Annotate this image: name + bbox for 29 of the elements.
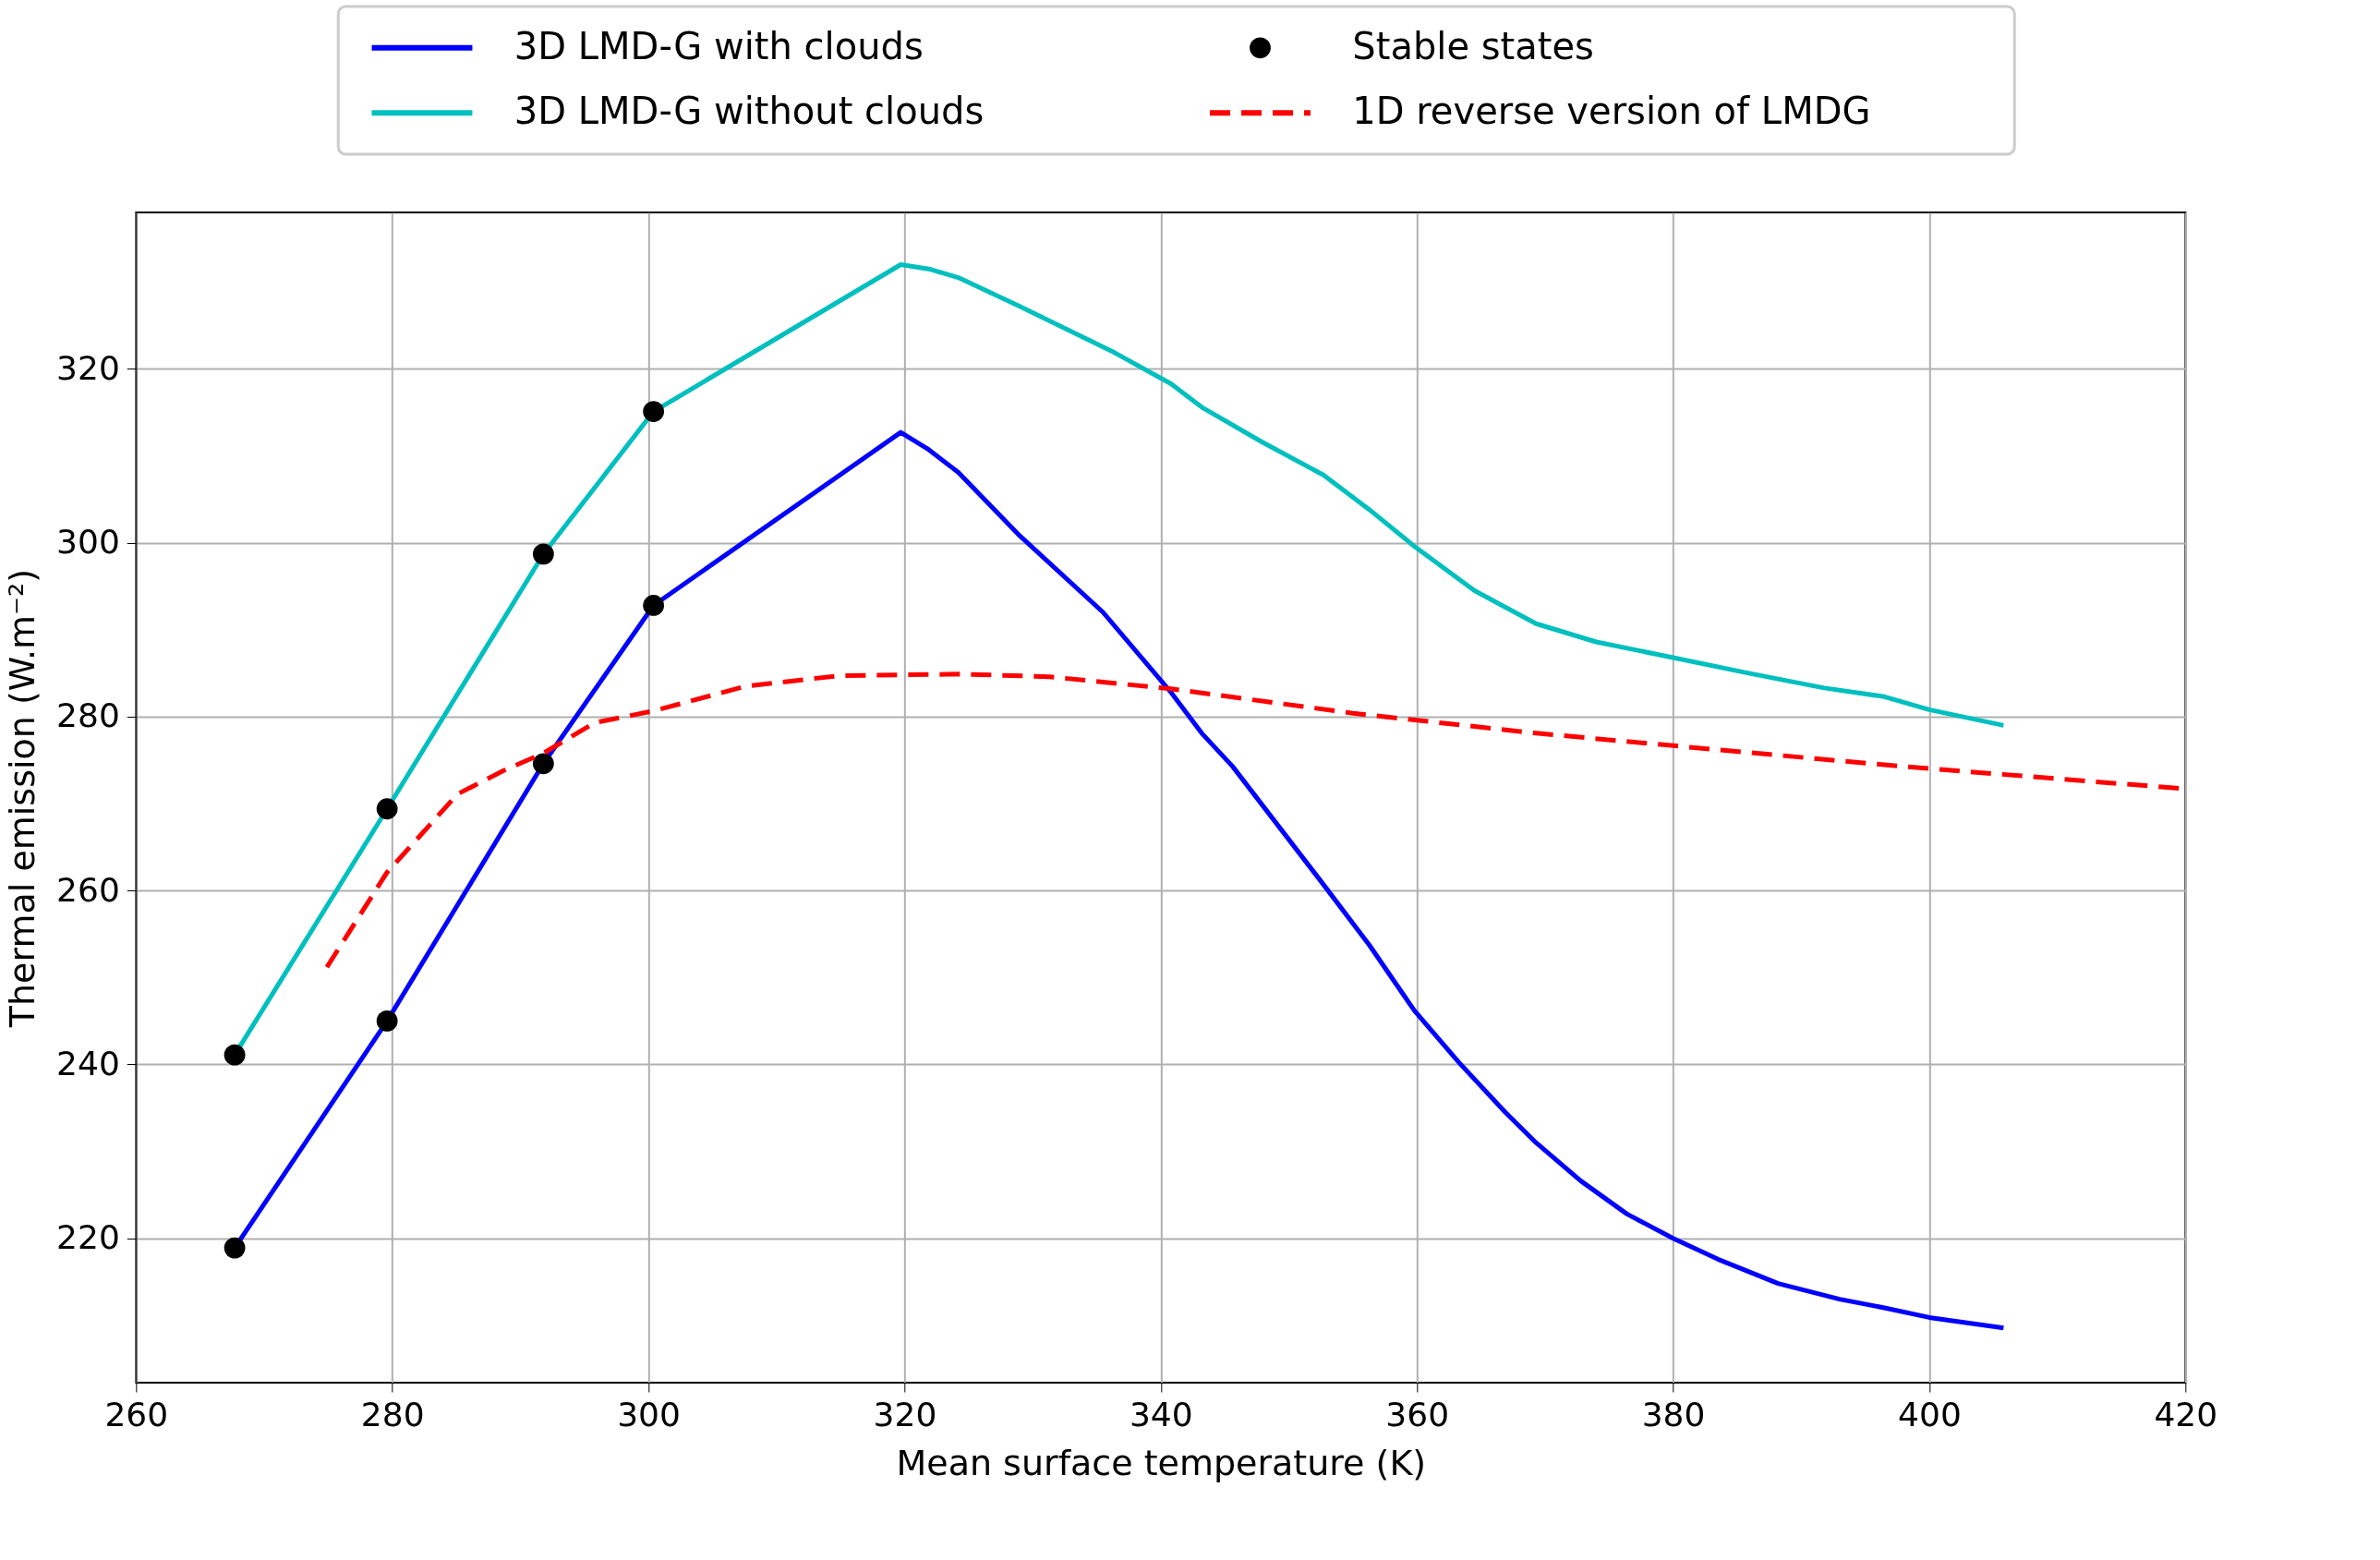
x-tick-label: 300: [617, 1395, 681, 1433]
point: [224, 1237, 246, 1259]
x-tick-label: 320: [873, 1395, 937, 1433]
x-tick-label: 380: [1641, 1395, 1706, 1433]
point: [643, 401, 665, 422]
x-tick-label: 260: [104, 1395, 169, 1433]
x-tick-label: 420: [2154, 1395, 2218, 1433]
y-axis-title: Thermal emission (W.m⁻²): [2, 568, 43, 1029]
y-tick-label: 280: [56, 696, 120, 735]
legend-label: 3D LMD-G without clouds: [513, 90, 985, 133]
point: [532, 753, 554, 775]
point: [643, 595, 665, 616]
y-tick-label: 220: [56, 1218, 120, 1257]
y-tick-label: 300: [56, 523, 120, 562]
x-tick-label: 360: [1385, 1395, 1450, 1433]
legend-label: Stable states: [1352, 24, 1594, 67]
x-tick-label: 400: [1898, 1395, 1962, 1433]
y-tick-label: 260: [56, 870, 120, 909]
x-tick-label: 280: [360, 1395, 425, 1433]
point: [376, 1010, 398, 1032]
point: [224, 1044, 246, 1066]
y-tick-label: 320: [56, 348, 120, 387]
x-axis-title: Mean surface temperature (K): [896, 1442, 1427, 1483]
point: [532, 543, 554, 565]
point: [376, 798, 398, 820]
y-tick-label: 240: [56, 1044, 120, 1082]
legend-label: 3D LMD-G with clouds: [513, 24, 924, 67]
legend-label: 1D reverse version of LMDG: [1352, 90, 1871, 133]
x-tick-label: 340: [1129, 1395, 1193, 1433]
